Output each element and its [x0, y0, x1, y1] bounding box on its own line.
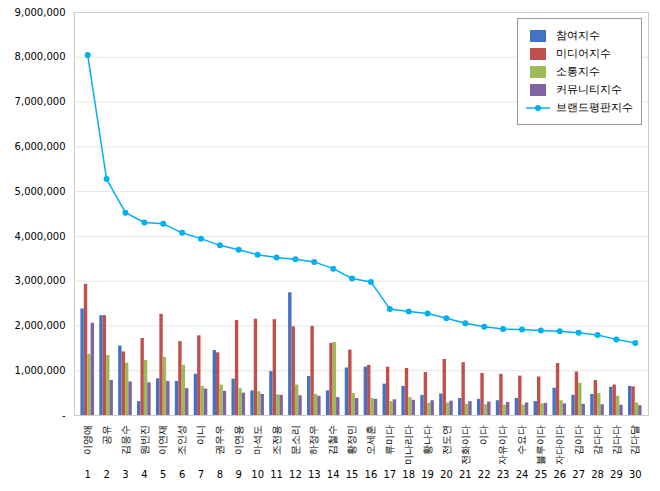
svg-text:이니: 이니: [195, 425, 206, 445]
svg-text:26: 26: [553, 469, 566, 480]
svg-text:8,000,000: 8,000,000: [15, 51, 66, 62]
svg-text:류미다: 류미다: [384, 425, 395, 455]
svg-text:자유이다: 자유이다: [497, 425, 508, 465]
svg-text:김다다: 김다다: [611, 425, 622, 455]
svg-text:1,000,000: 1,000,000: [15, 365, 66, 376]
svg-text:6: 6: [179, 469, 185, 480]
svg-text:블루이다: 블루이다: [535, 425, 546, 465]
svg-text:황나다: 황나다: [422, 425, 433, 455]
svg-text:23: 23: [497, 469, 510, 480]
svg-text:19: 19: [421, 469, 434, 480]
svg-text:22: 22: [478, 469, 491, 480]
svg-text:오세훈: 오세훈: [365, 425, 376, 455]
svg-text:전화이다: 전화이다: [460, 425, 471, 465]
svg-text:3,000,000: 3,000,000: [15, 275, 66, 286]
svg-text:21: 21: [459, 469, 472, 480]
svg-text:조전용: 조전용: [271, 425, 282, 455]
svg-text:김이다: 김이다: [573, 425, 584, 455]
svg-text:9,000,000: 9,000,000: [15, 7, 66, 18]
svg-text:이다: 이다: [478, 425, 489, 445]
html-text:소통지수: 소통지수: [556, 65, 600, 78]
svg-text:김철수: 김철수: [327, 425, 338, 455]
svg-text:17: 17: [383, 469, 396, 480]
svg-text:14: 14: [327, 469, 340, 480]
svg-text:마석도: 마석도: [252, 425, 263, 455]
html-text:참여지수: 참여지수: [556, 29, 600, 42]
svg-text:15: 15: [346, 469, 359, 480]
svg-text:4,000,000: 4,000,000: [15, 231, 66, 242]
svg-text:이연재: 이연재: [157, 425, 168, 455]
svg-text:7,000,000: 7,000,000: [15, 96, 66, 107]
svg-text:9: 9: [236, 469, 242, 480]
svg-text:13: 13: [308, 469, 321, 480]
svg-text:27: 27: [572, 469, 585, 480]
svg-text:자다이다: 자다이다: [554, 425, 565, 465]
svg-text:수요다: 수요다: [516, 425, 527, 455]
svg-text:16: 16: [365, 469, 378, 480]
svg-text:이연용: 이연용: [233, 425, 244, 455]
svg-text:1: 1: [85, 469, 91, 480]
svg-text:공유: 공유: [101, 425, 112, 445]
html-text:브랜드평판지수: 브랜드평판지수: [556, 101, 633, 114]
svg-text:2,000,000: 2,000,000: [15, 320, 66, 331]
svg-text:감다다: 감다다: [592, 425, 603, 455]
svg-text:3: 3: [122, 469, 128, 480]
svg-text:12: 12: [289, 469, 302, 480]
svg-text:28: 28: [591, 469, 604, 480]
svg-text:김응수: 김응수: [120, 425, 131, 455]
svg-text:30: 30: [629, 469, 642, 480]
svg-text:문소리: 문소리: [290, 425, 301, 455]
svg-text:11: 11: [270, 469, 283, 480]
svg-text:8: 8: [217, 469, 223, 480]
svg-text:조인성: 조인성: [176, 425, 187, 455]
svg-text:김다달: 김다달: [629, 425, 640, 455]
svg-text:29: 29: [610, 469, 623, 480]
svg-text:하정우: 하정우: [308, 425, 319, 455]
svg-text:2: 2: [103, 469, 109, 480]
svg-text:4: 4: [141, 469, 147, 480]
svg-text:5: 5: [160, 469, 166, 480]
svg-text:미나리다: 미나리다: [403, 425, 414, 465]
svg-text:25: 25: [535, 469, 548, 480]
svg-text:이영애: 이영애: [82, 425, 93, 455]
html-text:미디어지수: 미디어지수: [556, 47, 611, 60]
svg-text:원빈진: 원빈진: [139, 425, 150, 455]
svg-text:10: 10: [251, 469, 264, 480]
svg-text:5,000,000: 5,000,000: [15, 186, 66, 197]
svg-text:권우우: 권우우: [214, 425, 225, 455]
svg-text:18: 18: [402, 469, 415, 480]
svg-text:황정민: 황정민: [346, 425, 357, 455]
svg-text:전도연: 전도연: [441, 425, 452, 455]
svg-text:20: 20: [440, 469, 453, 480]
svg-text:6,000,000: 6,000,000: [15, 141, 66, 152]
svg-text:24: 24: [516, 469, 529, 480]
svg-text:-: -: [62, 410, 66, 421]
html-text:커뮤니티지수: 커뮤니티지수: [556, 83, 622, 96]
svg-text:7: 7: [198, 469, 204, 480]
